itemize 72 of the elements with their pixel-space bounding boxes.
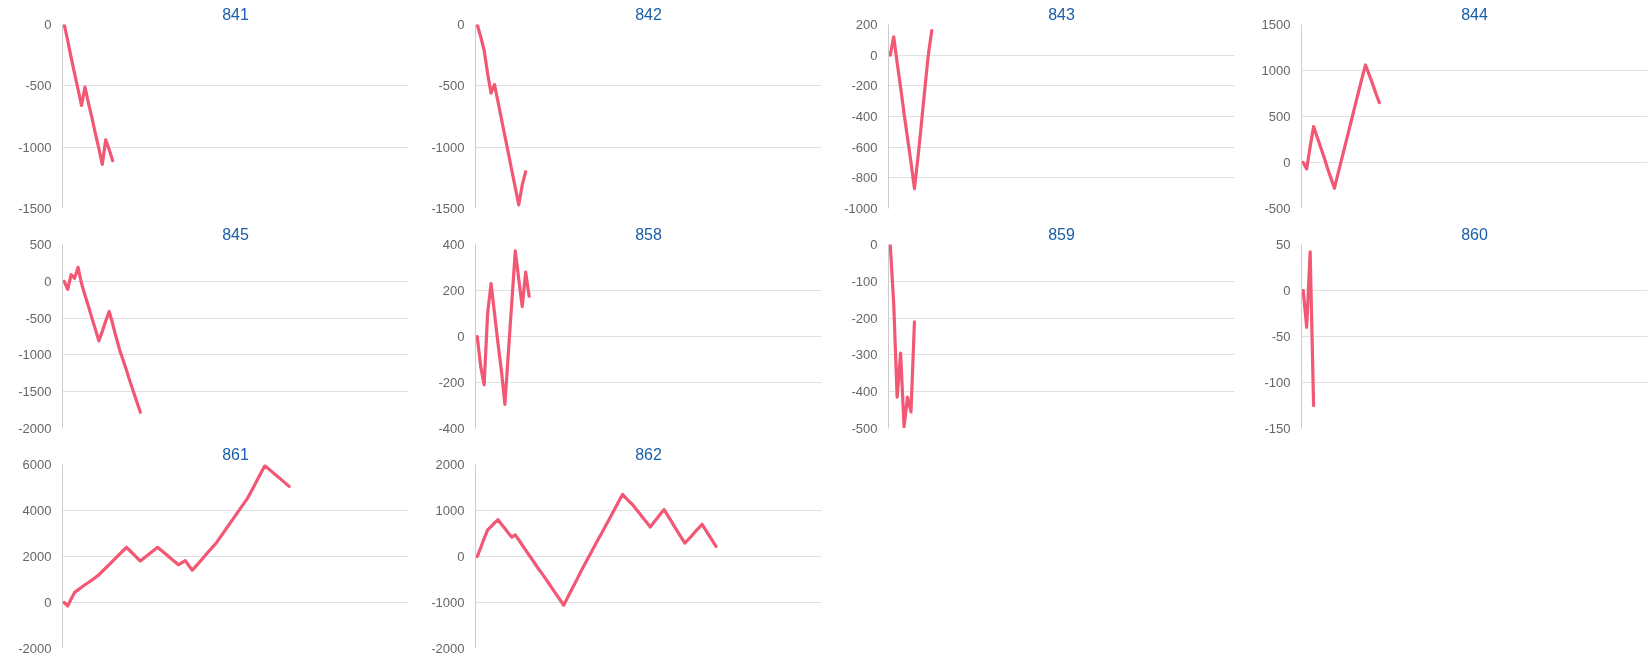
- y-tick-label: 2000: [22, 549, 52, 564]
- line-series: [62, 24, 115, 166]
- line-series: [1301, 250, 1316, 408]
- y-tick-label: 4000: [22, 503, 52, 518]
- y-tick-label: -2000: [18, 641, 52, 656]
- y-tick-label: -1000: [844, 201, 878, 216]
- y-tick-label: -500: [25, 78, 52, 94]
- line-series: [888, 29, 934, 191]
- line-series: [475, 249, 531, 406]
- chart-title: 844: [1461, 5, 1488, 23]
- y-tick-label: -1000: [18, 347, 52, 363]
- y-tick-label: -400: [851, 109, 878, 124]
- chart-title: 843: [1048, 5, 1075, 23]
- y-tick-label: -1000: [431, 139, 465, 155]
- y-tick-label: 200: [442, 283, 465, 298]
- y-tick-label: 1000: [1261, 63, 1291, 78]
- y-tick-label: -100: [1264, 375, 1291, 390]
- y-tick-label: -2000: [431, 641, 465, 656]
- y-tick-label: 50: [1276, 237, 1291, 252]
- y-tick-label: -2000: [18, 421, 52, 436]
- y-tick-label: -800: [851, 170, 878, 186]
- y-tick-label: -200: [438, 375, 465, 390]
- chart-title: 841: [222, 5, 249, 23]
- y-tick-label: -300: [851, 347, 878, 363]
- chart-title: 861: [222, 445, 249, 463]
- y-tick-label: 1000: [435, 503, 465, 518]
- y-tick-label: 500: [1268, 109, 1291, 124]
- y-tick-label: 0: [870, 47, 878, 63]
- y-tick-label: 1500: [1261, 17, 1291, 32]
- chart-title: 860: [1461, 225, 1488, 243]
- line-series: [888, 244, 917, 429]
- y-tick-label: 400: [442, 237, 465, 252]
- y-tick-label: 500: [29, 237, 52, 252]
- line-series: [62, 464, 291, 608]
- y-tick-label: 0: [457, 329, 465, 344]
- y-tick-label: -600: [851, 139, 878, 155]
- y-tick-label: -1500: [18, 201, 52, 216]
- chart-title: 845: [222, 225, 249, 243]
- y-tick-label: -500: [438, 78, 465, 94]
- chart-title: 842: [635, 5, 662, 23]
- y-tick-label: 0: [44, 273, 52, 289]
- y-tick-label: -50: [1271, 329, 1291, 344]
- y-tick-label: -500: [851, 421, 878, 436]
- y-tick-label: -1500: [431, 201, 465, 216]
- y-tick-label: -200: [851, 78, 878, 94]
- y-tick-label: 0: [1283, 283, 1291, 298]
- y-tick-label: 0: [457, 549, 465, 564]
- y-tick-label: -150: [1264, 421, 1291, 436]
- y-tick-label: -400: [438, 421, 465, 436]
- y-tick-label: 0: [44, 595, 52, 610]
- line-series: [475, 24, 528, 207]
- y-tick-label: 2000: [435, 457, 465, 472]
- chart-title: 858: [635, 225, 662, 243]
- y-tick-label: 6000: [22, 457, 52, 472]
- y-tick-label: -500: [25, 310, 52, 326]
- y-tick-label: -200: [851, 310, 878, 326]
- y-tick-label: -1000: [18, 139, 52, 155]
- y-tick-label: -1000: [431, 595, 465, 610]
- y-tick-label: 0: [870, 237, 878, 252]
- line-series: [62, 265, 142, 414]
- y-tick-label: 0: [1283, 155, 1291, 170]
- y-tick-label: 0: [44, 17, 52, 32]
- y-tick-label: -100: [851, 273, 878, 289]
- y-tick-label: -400: [851, 384, 878, 400]
- y-tick-label: -500: [1264, 201, 1291, 216]
- chart-title: 862: [635, 445, 662, 463]
- line-series: [1301, 63, 1381, 190]
- y-tick-label: 0: [457, 17, 465, 32]
- chart-title: 859: [1048, 225, 1075, 243]
- line-series: [475, 492, 718, 607]
- y-tick-label: -1500: [18, 384, 52, 400]
- y-tick-label: 200: [855, 17, 878, 32]
